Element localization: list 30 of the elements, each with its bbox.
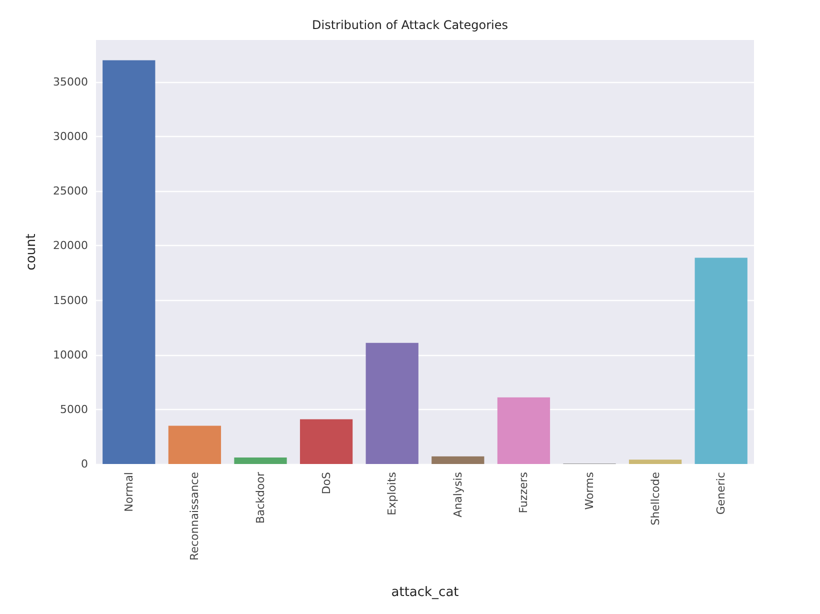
x-tick-label: Fuzzers [517,472,530,514]
x-axis-title: attack_cat [391,585,459,600]
x-tick-label: Analysis [451,472,464,518]
y-tick-label: 5000 [60,402,88,416]
bar [300,419,353,464]
bar [366,342,418,464]
x-tick-label: Backdoor [254,472,267,524]
bar [168,426,222,464]
x-tick-label: Generic [714,472,728,515]
y-axis-title: count [24,234,39,270]
bar [694,258,748,464]
bar [102,60,156,464]
y-tick-label: 30000 [53,130,88,144]
bar [628,460,682,464]
x-tick-label: Shellcode [648,472,662,526]
x-tick-label: Reconnaissance [188,472,202,560]
bar [234,457,287,464]
chart-title: Distribution of Attack Categories [312,18,508,32]
x-tick-label: Worms [583,472,596,510]
x-tick-label: Exploits [386,472,399,516]
bar [497,397,550,464]
y-tick-label: 20000 [53,239,88,252]
y-tick-label: 35000 [53,76,88,89]
y-tick-label: 15000 [53,294,88,307]
x-tick-label: Normal [122,472,136,512]
x-tick-label: DoS [320,472,333,494]
y-tick-label: 0 [81,458,88,470]
y-tick-label: 25000 [53,184,88,198]
y-tick-label: 10000 [53,348,88,362]
bar [432,456,484,464]
